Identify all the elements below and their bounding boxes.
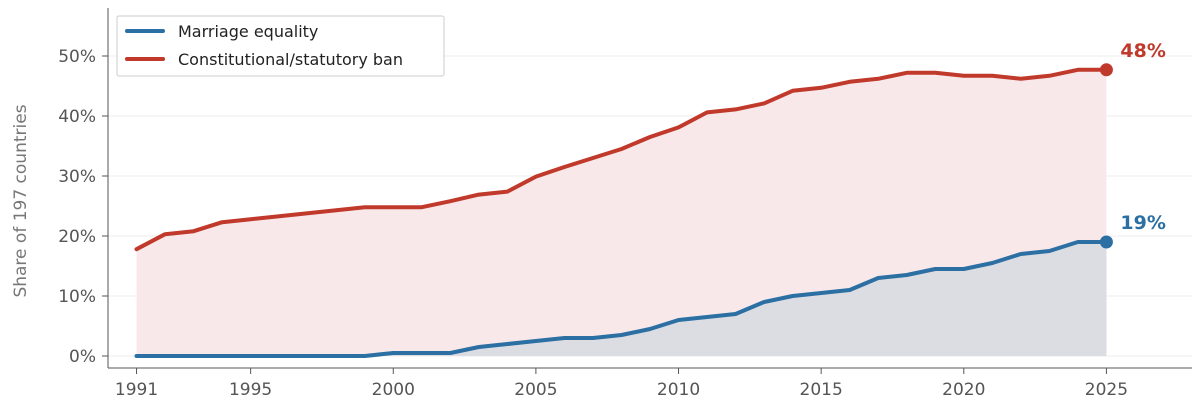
marriage-equality-end-label: 19% — [1120, 212, 1165, 234]
x-tick-label: 2000 — [372, 380, 415, 400]
y-tick-label: 10% — [58, 287, 96, 307]
marriage-equality-area — [136, 242, 1107, 356]
legend-box — [116, 15, 445, 77]
y-axis-label: Share of 197 countries — [11, 104, 31, 297]
constitutional-statutory-ban-end-marker — [1099, 63, 1113, 77]
area-fills — [136, 69, 1107, 357]
x-tick-label: 2025 — [1085, 380, 1128, 400]
constitutional-statutory-ban-end-label: 48% — [1120, 40, 1165, 62]
series-lines — [134, 67, 1109, 358]
y-tick-label: 40% — [58, 107, 96, 127]
x-tick-label: 2010 — [657, 380, 700, 400]
x-tick-label: 2015 — [800, 380, 843, 400]
marriage-equality-end-marker — [1099, 235, 1113, 249]
x-tick-label: 1995 — [229, 380, 272, 400]
x-tick-label: 2020 — [942, 380, 985, 400]
constitutional-statutory-ban-line — [134, 67, 1109, 252]
y-tick-label: 30% — [58, 167, 96, 187]
y-tick-label: 20% — [58, 227, 96, 247]
marriage-equality-line — [134, 240, 1109, 358]
end-markers: 19% 48% — [1099, 40, 1166, 249]
axes: 0% 10% 20% 30% 40% 50% 1991 1995 2000 2005 2010 201… — [58, 8, 1192, 400]
legend-label-constitutional-statutory-ban: Constitutional/statutory ban — [178, 50, 403, 69]
legend: Marriage equality Constitutional/statutor… — [116, 15, 445, 77]
x-tick-label: 2005 — [514, 380, 557, 400]
y-tick-label: 50% — [58, 47, 96, 67]
x-tick-label: 1991 — [115, 380, 158, 400]
legend-label-marriage-equality: Marriage equality — [178, 22, 318, 41]
y-tick-label: 0% — [69, 347, 96, 367]
